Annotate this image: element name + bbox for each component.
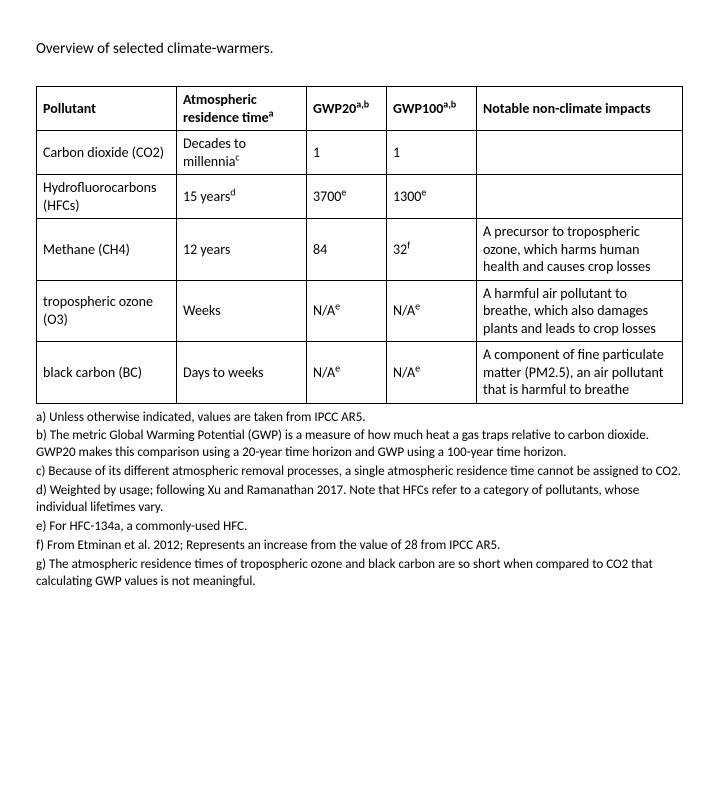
cell-gwp20-text: 84 [313,241,327,258]
header-residence: Atmospheric residence timea [177,87,307,131]
footnote-line: e) For HFC-134a, a commonly-used HFC. [36,519,683,536]
cell-gwp100-sup: f [407,238,410,251]
cell-residence-sup: c [235,150,239,163]
cell-gwp20: N/Ae [307,280,387,342]
header-gwp100-sup: a,b [443,97,456,110]
cell-gwp100-sup: e [415,299,420,312]
header-residence-sup: a [269,106,274,119]
climate-warmers-table: Pollutant Atmospheric residence timea GW… [36,86,683,404]
cell-gwp100: N/Ae [387,342,477,404]
cell-gwp20: 1 [307,131,387,175]
cell-residence: Weeks [177,280,307,342]
cell-gwp100-text: N/A [393,302,415,319]
header-gwp20-text: GWP20 [313,100,356,117]
cell-gwp100-text: N/A [393,364,415,381]
cell-gwp20: 84 [307,219,387,281]
cell-gwp100: 32f [387,219,477,281]
cell-gwp20-text: 3700 [313,188,341,205]
cell-gwp20: 3700e [307,175,387,219]
header-impacts: Notable non-climate impacts [477,87,683,131]
cell-gwp20-text: N/A [313,302,335,319]
cell-residence: 15 yearsd [177,175,307,219]
footnote-line: a) Unless otherwise indicated, values ar… [36,410,683,427]
cell-gwp20-sup: e [335,299,340,312]
cell-residence: 12 years [177,219,307,281]
table-header-row: Pollutant Atmospheric residence timea GW… [37,87,683,131]
table-row: black carbon (BC)Days to weeksN/AeN/AeA … [37,342,683,404]
cell-impacts [477,175,683,219]
header-residence-text: Atmospheric residence time [183,91,269,126]
cell-residence-text: 12 years [183,241,230,258]
cell-gwp100-text: 1300 [393,188,421,205]
cell-gwp100-text: 1 [393,144,400,161]
footnote-line: c) Because of its different atmospheric … [36,464,683,481]
footnote-line: g) The atmospheric residence times of tr… [36,557,683,591]
cell-gwp20-text: N/A [313,364,335,381]
header-pollutant: Pollutant [37,87,177,131]
cell-residence-text: Days to weeks [183,364,264,381]
cell-gwp100: 1 [387,131,477,175]
footnotes: a) Unless otherwise indicated, values ar… [36,410,683,591]
cell-gwp100-sup: e [421,185,426,198]
table-row: Carbon dioxide (CO2)Decades to millennia… [37,131,683,175]
cell-residence-text: Weeks [183,302,221,319]
header-gwp20-sup: a,b [356,97,369,110]
cell-gwp20: N/Ae [307,342,387,404]
header-gwp100-text: GWP100 [393,100,443,117]
footnote-line: d) Weighted by usage; following Xu and R… [36,483,683,517]
cell-residence: Days to weeks [177,342,307,404]
table-row: Hydrofluorocarbons (HFCs)15 yearsd3700e1… [37,175,683,219]
cell-pollutant: Hydrofluorocarbons (HFCs) [37,175,177,219]
cell-pollutant: black carbon (BC) [37,342,177,404]
cell-pollutant: Methane (CH4) [37,219,177,281]
cell-impacts: A precursor to tropospheric ozone, which… [477,219,683,281]
cell-gwp20-sup: e [341,185,346,198]
cell-gwp100-text: 32 [393,241,407,258]
cell-gwp100: 1300e [387,175,477,219]
cell-impacts [477,131,683,175]
header-gwp20: GWP20a,b [307,87,387,131]
cell-impacts: A component of fine particulate matter (… [477,342,683,404]
cell-pollutant: Carbon dioxide (CO2) [37,131,177,175]
cell-gwp100: N/Ae [387,280,477,342]
header-gwp100: GWP100a,b [387,87,477,131]
cell-residence-sup: d [230,185,235,198]
cell-gwp20-text: 1 [313,144,320,161]
cell-residence: Decades to millenniac [177,131,307,175]
page-title: Overview of selected climate-warmers. [36,40,683,58]
cell-impacts: A harmful air pollutant to breathe, whic… [477,280,683,342]
cell-pollutant: tropospheric ozone (O3) [37,280,177,342]
footnote-line: f) From Etminan et al. 2012; Represents … [36,538,683,555]
table-row: Methane (CH4)12 years8432fA precursor to… [37,219,683,281]
cell-gwp100-sup: e [415,361,420,374]
footnote-line: b) The metric Global Warming Potential (… [36,428,683,462]
cell-gwp20-sup: e [335,361,340,374]
cell-residence-text: 15 years [183,188,230,205]
table-row: tropospheric ozone (O3)WeeksN/AeN/AeA ha… [37,280,683,342]
